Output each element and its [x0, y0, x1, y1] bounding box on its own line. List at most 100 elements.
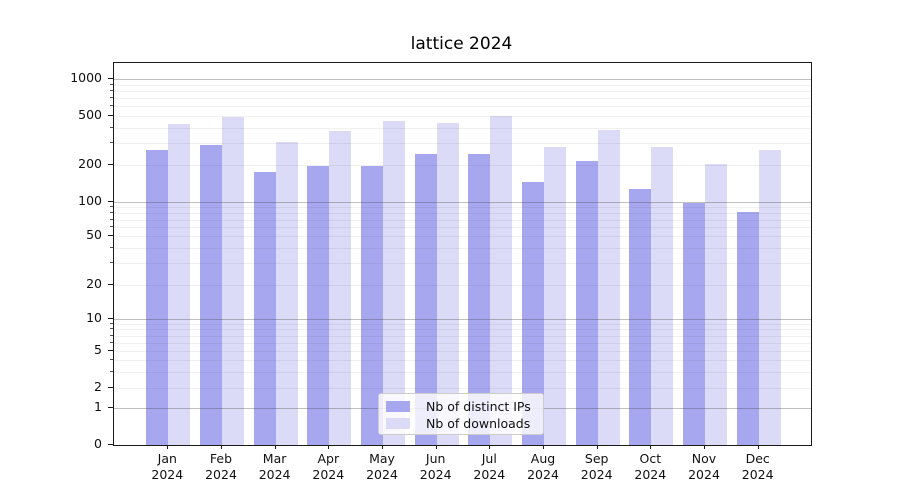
bar-downloads-jul-2024 [490, 115, 513, 445]
y-tick-200 [108, 164, 113, 165]
y-tick-label-0: 0 [94, 436, 102, 451]
y-tick-label-1000: 1000 [70, 70, 102, 85]
gridline-minor-400 [114, 127, 811, 129]
legend-label-distinct-ips: Nb of distinct IPs [426, 399, 531, 414]
gridline-minor-6 [114, 342, 811, 344]
y-tick-label-1: 1 [94, 399, 102, 414]
x-tick-feb-2024 [221, 445, 222, 449]
y-tick-label-2: 2 [94, 379, 102, 394]
y-tick-label-50: 50 [86, 227, 102, 242]
chart-title: lattice 2024 [410, 34, 513, 54]
x-tick-label-jun-2024: Jun 2024 [419, 451, 452, 482]
x-tick-label-jan-2024: Jan 2024 [151, 451, 184, 482]
y-minortick-9 [110, 322, 113, 324]
y-minortick-70 [110, 218, 113, 220]
bar-distinct-ips-apr-2024 [307, 166, 330, 445]
gridline-minor-300 [114, 143, 811, 145]
gridline-minor-700 [114, 98, 811, 99]
y-minortick-300 [110, 142, 113, 144]
legend-item-distinct-ips: Nb of distinct IPs [386, 398, 543, 415]
y-minortick-40 [110, 246, 113, 248]
gridline-major-10 [114, 319, 811, 320]
bar-downloads-nov-2024 [705, 164, 727, 445]
gridline-minor-5 [114, 351, 811, 352]
y-tick-50 [108, 235, 113, 236]
y-minortick-700 [110, 97, 113, 98]
bar-distinct-ips-may-2024 [361, 166, 383, 445]
gridline-minor-50 [114, 236, 811, 237]
y-tick-label-20: 20 [86, 276, 102, 291]
x-tick-nov-2024 [704, 445, 705, 449]
x-tick-label-mar-2024: Mar 2024 [258, 451, 291, 482]
gridline-minor-800 [114, 90, 811, 92]
bar-downloads-jan-2024 [168, 123, 191, 445]
gridline-minor-20 [114, 285, 811, 286]
bar-distinct-ips-aug-2024 [522, 182, 544, 445]
x-tick-label-dec-2024: Dec 2024 [741, 451, 774, 482]
y-minortick-900 [110, 83, 113, 85]
gridline-minor-200 [114, 165, 811, 166]
plot-area [113, 62, 812, 446]
y-tick-100 [108, 201, 113, 202]
gridline-minor-9 [114, 323, 811, 325]
y-tick-5 [108, 350, 113, 351]
x-tick-may-2024 [382, 445, 383, 449]
y-minortick-80 [110, 211, 113, 213]
y-tick-0 [108, 444, 113, 445]
y-minortick-600 [110, 105, 113, 107]
x-tick-label-oct-2024: Oct 2024 [634, 451, 667, 482]
y-tick-label-500: 500 [78, 107, 102, 122]
y-tick-label-5: 5 [94, 342, 102, 357]
x-tick-jul-2024 [489, 445, 491, 449]
y-minortick-7 [110, 334, 113, 336]
y-minortick-30 [110, 262, 113, 264]
y-minortick-4 [110, 359, 113, 360]
bar-downloads-aug-2024 [544, 146, 566, 445]
gridline-minor-900 [114, 84, 811, 86]
y-minortick-3 [110, 370, 113, 372]
y-tick-500 [108, 115, 113, 116]
legend-item-downloads: Nb of downloads [386, 415, 543, 432]
x-tick-jan-2024 [167, 445, 169, 449]
gridline-minor-2 [114, 388, 811, 389]
gridline-major-1000 [114, 79, 811, 80]
x-tick-label-apr-2024: Apr 2024 [312, 451, 345, 482]
y-minortick-8 [110, 328, 113, 330]
gridline-minor-80 [114, 212, 811, 214]
bar-downloads-oct-2024 [651, 147, 674, 445]
gridline-minor-7 [114, 335, 811, 337]
x-tick-label-feb-2024: Feb 2024 [205, 451, 237, 482]
y-tick-label-10: 10 [86, 310, 102, 325]
bar-distinct-ips-jul-2024 [468, 153, 491, 445]
bar-distinct-ips-sep-2024 [575, 161, 598, 445]
y-tick-2 [108, 387, 113, 388]
legend-swatch-distinct-ips [386, 401, 410, 412]
legend: Nb of distinct IPs Nb of downloads [378, 393, 544, 435]
bar-downloads-apr-2024 [329, 131, 352, 445]
bar-downloads-mar-2024 [275, 142, 298, 445]
x-tick-oct-2024 [650, 445, 652, 449]
y-tick-10 [108, 318, 113, 319]
legend-label-downloads: Nb of downloads [426, 416, 531, 431]
bar-downloads-jun-2024 [436, 123, 459, 445]
x-tick-label-may-2024: May 2024 [366, 451, 398, 482]
bar-downloads-feb-2024 [222, 117, 244, 445]
x-tick-mar-2024 [274, 445, 276, 449]
x-tick-label-sep-2024: Sep 2024 [580, 451, 613, 482]
gridline-major-100 [114, 202, 811, 203]
x-tick-label-nov-2024: Nov 2024 [688, 451, 720, 482]
bar-distinct-ips-dec-2024 [736, 211, 759, 445]
gridline-minor-500 [114, 116, 811, 117]
y-minortick-90 [110, 206, 113, 208]
y-minortick-60 [110, 226, 113, 228]
y-tick-1000 [108, 78, 113, 79]
x-tick-jun-2024 [435, 445, 437, 449]
x-tick-apr-2024 [328, 445, 330, 449]
gridline-minor-60 [114, 227, 811, 229]
gridline-minor-600 [114, 106, 811, 108]
gridline-minor-40 [114, 247, 811, 249]
x-tick-label-aug-2024: Aug 2024 [527, 451, 559, 482]
bar-downloads-may-2024 [383, 120, 405, 445]
y-minortick-400 [110, 126, 113, 128]
